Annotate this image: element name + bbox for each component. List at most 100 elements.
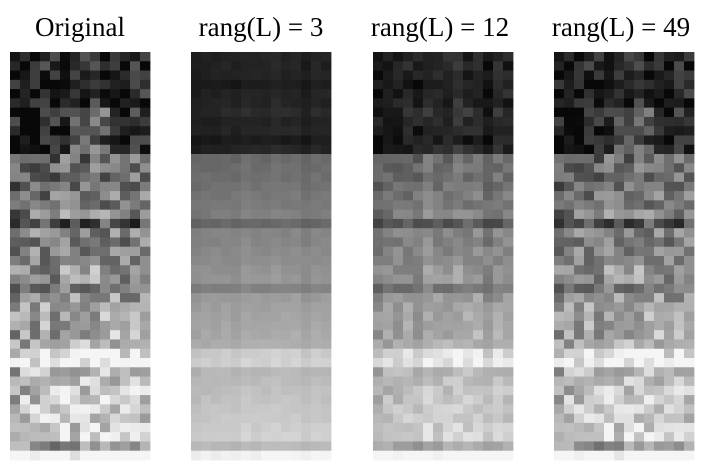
image-cell xyxy=(241,247,251,257)
image-cell xyxy=(373,321,383,331)
image-cell xyxy=(614,441,624,451)
image-cell xyxy=(493,358,503,368)
image-cell xyxy=(624,423,634,433)
image-cell xyxy=(191,367,201,377)
image-cell xyxy=(30,108,40,118)
image-cell xyxy=(291,108,301,118)
image-cell xyxy=(453,200,463,210)
image-cell xyxy=(403,247,413,257)
image-cell xyxy=(654,302,664,312)
image-cell xyxy=(393,339,403,349)
image-cell xyxy=(433,219,443,229)
image-cell xyxy=(201,52,211,62)
image-cell xyxy=(624,349,634,359)
image-cell xyxy=(473,367,483,377)
image-cell xyxy=(413,61,423,71)
image-cell xyxy=(291,191,301,201)
image-cell xyxy=(80,312,90,322)
image-cell xyxy=(140,89,150,99)
image-cell xyxy=(624,219,634,229)
image-cell xyxy=(393,210,403,220)
image-cell xyxy=(644,395,654,405)
image-cell xyxy=(423,284,433,294)
image-cell xyxy=(443,414,453,424)
image-cell xyxy=(604,414,614,424)
image-cell xyxy=(291,182,301,192)
image-cell xyxy=(60,321,70,331)
image-cell xyxy=(100,52,110,62)
image-cell xyxy=(604,275,614,285)
image-cell xyxy=(463,89,473,99)
image-cell xyxy=(120,126,130,136)
image-cell xyxy=(604,451,614,461)
image-cell xyxy=(10,312,20,322)
image-cell xyxy=(271,367,281,377)
image-cell xyxy=(321,302,331,312)
image-cell xyxy=(373,219,383,229)
image-cell xyxy=(140,256,150,266)
image-cell xyxy=(90,61,100,71)
image-cell xyxy=(251,432,261,442)
image-cell xyxy=(241,154,251,164)
image-cell xyxy=(20,247,30,257)
image-cell xyxy=(50,80,60,90)
image-cell xyxy=(594,191,604,201)
image-cell xyxy=(393,237,403,247)
image-cell xyxy=(70,80,80,90)
image-cell xyxy=(271,423,281,433)
image-cell xyxy=(281,395,291,405)
image-cell xyxy=(40,98,50,108)
image-cell xyxy=(503,441,513,451)
image-cell xyxy=(493,414,503,424)
image-cell xyxy=(130,98,140,108)
image-cell xyxy=(393,367,403,377)
image-cell xyxy=(483,404,493,414)
image-cell xyxy=(413,358,423,368)
image-cell xyxy=(604,395,614,405)
image-cell xyxy=(120,377,130,387)
image-cell xyxy=(20,386,30,396)
image-cell xyxy=(644,432,654,442)
image-cell xyxy=(624,339,634,349)
image-cell xyxy=(271,182,281,192)
image-cell xyxy=(140,339,150,349)
image-cell xyxy=(271,349,281,359)
image-cell xyxy=(463,312,473,322)
image-cell xyxy=(554,145,564,155)
image-cell xyxy=(40,154,50,164)
image-cell xyxy=(251,228,261,238)
image-cell xyxy=(594,330,604,340)
image-cell xyxy=(483,312,493,322)
image-cell xyxy=(493,247,503,257)
image-cell xyxy=(251,89,261,99)
image-cell xyxy=(483,71,493,81)
image-cell xyxy=(90,358,100,368)
image-cell xyxy=(110,247,120,257)
image-cell xyxy=(221,191,231,201)
image-cell xyxy=(443,210,453,220)
image-cell xyxy=(271,89,281,99)
image-cell xyxy=(100,265,110,275)
image-cell xyxy=(40,265,50,275)
image-cell xyxy=(493,432,503,442)
image-cell xyxy=(473,126,483,136)
image-cell xyxy=(604,191,614,201)
image-cell xyxy=(604,265,614,275)
image-cell xyxy=(201,432,211,442)
image-cell xyxy=(584,451,594,461)
image-cell xyxy=(674,275,684,285)
image-cell xyxy=(403,89,413,99)
image-cell xyxy=(120,293,130,303)
image-cell xyxy=(130,284,140,294)
image-cell xyxy=(493,154,503,164)
image-cell xyxy=(60,358,70,368)
image-cell xyxy=(191,423,201,433)
image-cell xyxy=(301,200,311,210)
image-cell xyxy=(130,265,140,275)
image-cell xyxy=(413,108,423,118)
image-cell xyxy=(423,386,433,396)
image-cell xyxy=(604,321,614,331)
image-cell xyxy=(110,191,120,201)
image-cell xyxy=(684,367,694,377)
image-cell xyxy=(503,108,513,118)
